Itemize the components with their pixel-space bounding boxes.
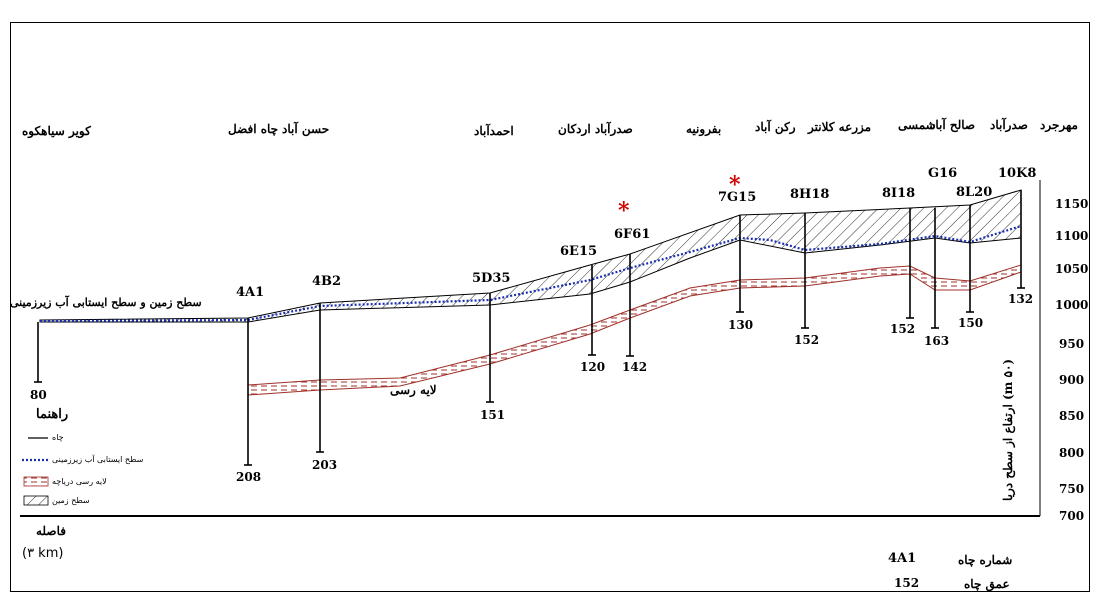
figure-frame <box>10 22 1090 592</box>
y-tick-label: 1150 <box>1055 197 1089 211</box>
village-label: مهرجرد <box>1040 118 1078 132</box>
y-axis-label: ارتفاع از سطح دریا (m ۵۰) <box>1001 358 1015 501</box>
well-depth-label: 130 <box>728 318 754 332</box>
y-tick-label: 800 <box>1059 446 1085 460</box>
well-depth-label: 132 <box>1008 292 1034 306</box>
legend-item-well: چاه <box>52 433 64 442</box>
legend-title: راهنما <box>36 407 69 422</box>
well-id-label: 8I18 <box>882 186 916 201</box>
y-tick-label: 1100 <box>1055 229 1089 243</box>
y-tick-label: 900 <box>1059 373 1085 387</box>
key-well-number-value: 4A1 <box>888 551 917 566</box>
y-tick-label: 750 <box>1059 482 1085 496</box>
key-well-number-label: شماره چاه <box>958 553 1013 567</box>
well-depth-label: 208 <box>236 470 262 484</box>
key-well-depth-value: 152 <box>894 576 920 590</box>
well-depth-label: 142 <box>622 360 648 374</box>
ground-water-annotation: سطح زمین و سطح ایستابی آب زیرزمینی <box>10 296 202 309</box>
key-well-depth-label: عمق چاه <box>964 577 1010 591</box>
y-tick-label: 700 <box>1059 509 1085 523</box>
village-label: بفرونیه <box>686 122 722 136</box>
well-id-label: 8H18 <box>790 187 830 202</box>
distance-label: فاصله <box>36 524 66 538</box>
distance-scale: (۳ km) <box>22 546 64 561</box>
well-depth-label: 120 <box>580 360 606 374</box>
well-id-label: 4B2 <box>312 274 342 289</box>
y-tick-label: 850 <box>1059 409 1085 423</box>
clay-layer-annotation: لایه رسی <box>390 383 437 397</box>
well-depth-label: 152 <box>794 333 820 347</box>
village-label: صالح آباد <box>930 118 976 132</box>
well-id-label: 4A1 <box>236 285 265 300</box>
well-id-label: 7G15 <box>718 190 757 205</box>
village-label: احمدآباد <box>474 124 514 138</box>
legend-item-clay: لایه رسی دریاچه <box>52 477 107 486</box>
well-id-label: 8L20 <box>956 185 993 200</box>
village-label: چاه افضل <box>228 122 279 136</box>
well-depth-label: 150 <box>958 316 984 330</box>
star-marker: * <box>618 198 630 224</box>
legend-item-water-table: سطح ایستابی آب زیرزمینی <box>52 455 144 464</box>
well-depth-label: 163 <box>924 334 950 348</box>
star-marker: * <box>729 172 741 198</box>
well-id-label: 5D35 <box>472 271 511 286</box>
well-id-label: G16 <box>928 166 958 181</box>
water-table-line <box>39 224 1022 323</box>
village-label: صدرآباد اردکان <box>558 122 633 136</box>
y-tick-label: 950 <box>1059 337 1085 351</box>
village-label: کویر سیاهکوه <box>22 124 91 138</box>
village-label: رکن آباد <box>755 120 796 134</box>
well-depth-label: 203 <box>312 458 338 472</box>
well-depth-label: 80 <box>30 388 47 402</box>
y-tick-label: 1050 <box>1055 262 1089 276</box>
village-label: مزرعه کلانتر <box>808 120 872 134</box>
legend-ground-symbol <box>23 495 49 506</box>
y-tick-label: 1000 <box>1055 298 1089 312</box>
well-depth-label: 152 <box>890 322 916 336</box>
well-depth-label: 151 <box>480 408 506 422</box>
village-label: شمسی <box>898 118 936 132</box>
well-id-label: 6E15 <box>560 244 598 259</box>
legend-item-ground: سطح زمین <box>52 496 90 505</box>
legend-clay-symbol <box>23 476 49 487</box>
village-label: صدرآباد <box>990 118 1028 132</box>
well-id-label: 6F61 <box>614 227 651 242</box>
well-id-label: 10K8 <box>998 166 1037 181</box>
village-label: حسن آباد <box>282 122 330 136</box>
